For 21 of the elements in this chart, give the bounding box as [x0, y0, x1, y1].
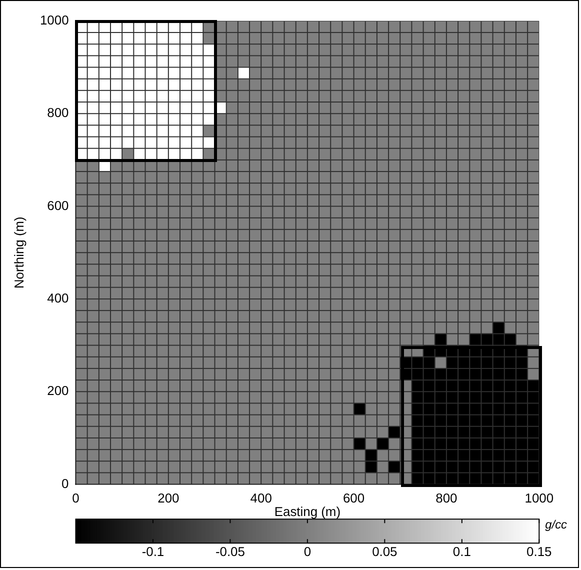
y-tick-label: 0 — [62, 476, 69, 491]
color-bar-label: -0.1 — [142, 544, 164, 560]
color-bar-label: 0.1 — [452, 544, 471, 560]
y-tick-label: 200 — [47, 383, 69, 398]
color-bar-label: 0.05 — [372, 544, 398, 560]
x-tick-label: 600 — [342, 490, 365, 506]
y-tick-label: 800 — [47, 105, 69, 120]
color-bar-label: -0.05 — [215, 544, 245, 560]
y-axis-title: Northing (m) — [11, 216, 26, 289]
x-tick-label: 0 — [72, 490, 80, 506]
y-tick-label: 400 — [47, 290, 69, 306]
y-tick-label: 1000 — [40, 12, 69, 28]
x-tick-label: 400 — [250, 490, 272, 506]
x-axis-title: Easting (m) — [274, 504, 341, 519]
y-tick-label: 600 — [47, 198, 69, 213]
color-bar-title: g/cc — [545, 517, 568, 532]
color-bar-label: 0.15 — [526, 544, 552, 560]
x-tick-label: 1000 — [524, 490, 554, 506]
x-tick-label: 200 — [158, 490, 180, 506]
x-tick-label: 800 — [436, 490, 458, 506]
color-bar-label: 0 — [304, 544, 312, 560]
